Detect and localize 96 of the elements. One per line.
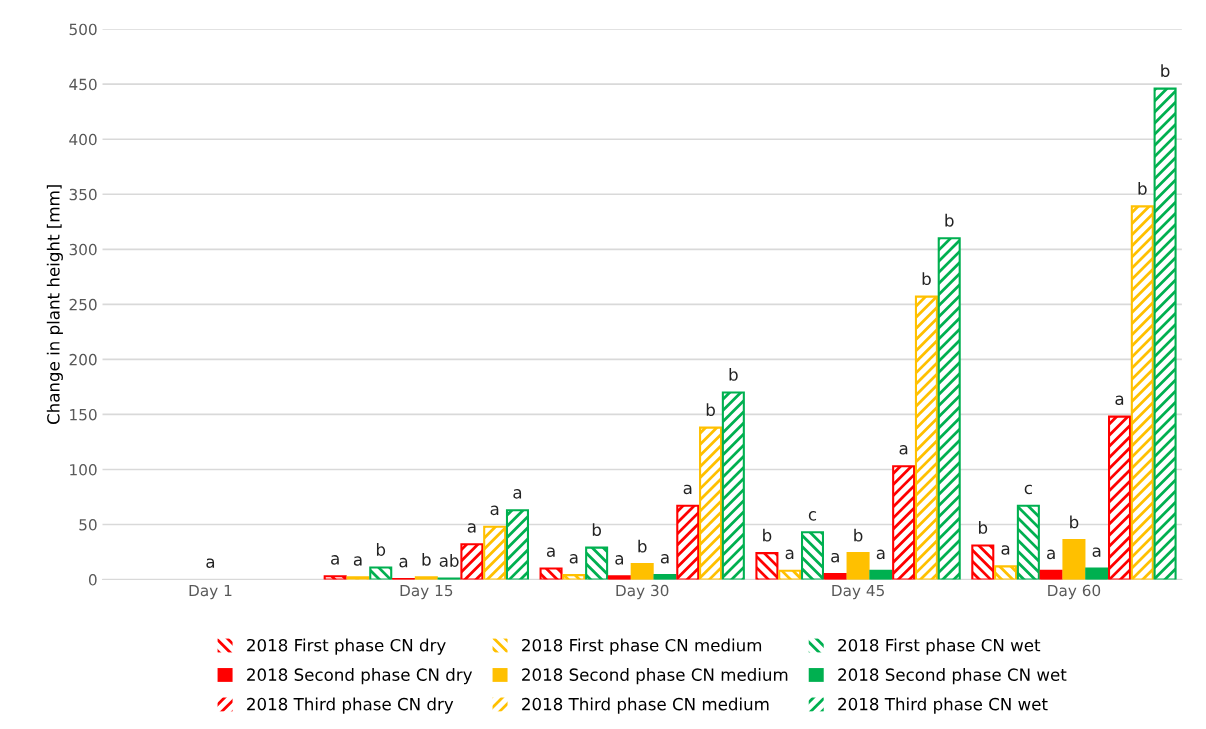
data-label: a <box>785 549 794 560</box>
data-label: a <box>831 552 839 563</box>
bar <box>892 465 916 580</box>
y-tick-label: 450 <box>69 78 97 91</box>
data-label: a <box>353 556 362 566</box>
bar <box>483 525 507 580</box>
data-label: b <box>638 539 647 553</box>
y-tick-label: 0 <box>88 574 97 586</box>
y-tick-label: 350 <box>69 188 97 201</box>
y-axis-title: Change in plant height [mm] <box>46 185 63 425</box>
x-tick-label: Day 1 <box>189 584 232 600</box>
y-tick-label: 200 <box>69 353 97 366</box>
y-tick-label: 500 <box>69 23 97 36</box>
x-tick-label: Day 30 <box>616 584 669 600</box>
bar <box>971 544 995 580</box>
data-label: a <box>513 489 522 499</box>
data-label: ab <box>439 553 459 567</box>
bar <box>607 575 631 580</box>
data-label: b <box>592 523 601 537</box>
legend-label: 2018 Third phase CN medium <box>522 697 769 714</box>
x-tick-label: Day 45 <box>832 584 884 600</box>
data-label: b <box>376 542 386 556</box>
data-label: b <box>922 272 931 286</box>
data-label: b <box>729 367 738 381</box>
data-label: b <box>945 213 954 227</box>
data-label: b <box>706 403 715 417</box>
bar <box>937 237 961 580</box>
bar <box>539 567 563 580</box>
y-tick-label: 150 <box>70 408 97 421</box>
data-label: b <box>763 528 772 542</box>
bar <box>630 563 654 580</box>
bar <box>914 295 938 580</box>
bar <box>1130 205 1154 580</box>
data-label: a <box>467 523 476 533</box>
bar <box>505 509 529 580</box>
bar <box>1062 538 1086 580</box>
bar <box>585 546 609 580</box>
data-label: b <box>1138 181 1147 195</box>
bar <box>869 569 893 580</box>
data-label: c <box>808 511 817 521</box>
bar <box>778 569 802 580</box>
legend-label: 2018 First phase CN wet <box>838 638 1041 655</box>
data-label: a <box>490 505 499 516</box>
data-label: a <box>683 484 692 495</box>
bar <box>846 552 870 580</box>
bar <box>823 573 847 580</box>
legend-label: 2018 First phase CN dry <box>247 638 446 655</box>
data-label: a <box>876 549 885 560</box>
bar <box>699 426 723 580</box>
y-tick-label: 400 <box>69 133 97 146</box>
bar <box>653 574 677 580</box>
x-tick-label: Day 15 <box>400 584 453 600</box>
legend-label: 2018 Third phase CN wet <box>838 697 1048 714</box>
y-tick-label: 300 <box>69 243 97 256</box>
legend-label: 2018 Third phase CN dry <box>247 697 454 714</box>
data-label: c <box>1024 484 1032 495</box>
data-label: a <box>206 558 215 568</box>
bar <box>460 543 484 580</box>
bar <box>562 574 586 580</box>
data-label: a <box>399 557 408 568</box>
bar <box>755 552 779 580</box>
bar <box>1016 504 1040 580</box>
data-label: b <box>979 520 988 534</box>
legend-label: 2018 First phase CN medium <box>522 638 762 655</box>
data-label: a <box>1115 395 1124 406</box>
data-label: a <box>615 555 623 565</box>
data-label: b <box>1070 515 1079 529</box>
y-tick-label: 50 <box>79 518 97 531</box>
data-label: a <box>660 554 669 564</box>
legend-label: 2018 Second phase CN wet <box>838 668 1067 685</box>
data-label: b <box>854 528 863 542</box>
data-label: b <box>422 552 431 566</box>
bar <box>1085 567 1109 580</box>
data-label: a <box>569 554 578 564</box>
y-tick-label: 250 <box>69 298 97 311</box>
bar <box>414 576 438 580</box>
data-label: a <box>1047 549 1055 560</box>
y-tick-label: 100 <box>70 463 97 476</box>
legend-label: 2018 Second phase CN dry <box>247 668 473 685</box>
data-label: a <box>899 445 908 455</box>
legend-label: 2018 Second phase CN medium <box>522 668 788 685</box>
data-label: a <box>331 555 339 565</box>
bar <box>800 531 825 580</box>
bar <box>721 391 745 580</box>
bar <box>676 504 700 580</box>
data-label: a <box>1001 545 1010 555</box>
bar <box>346 576 370 580</box>
data-label: a <box>1092 547 1101 557</box>
x-tick-label: Day 60 <box>1048 584 1101 600</box>
data-label: b <box>1161 64 1170 78</box>
bar <box>369 566 393 580</box>
data-label: a <box>546 547 555 557</box>
bar <box>994 565 1018 580</box>
bar <box>1153 87 1177 580</box>
bar <box>323 575 347 580</box>
bar <box>1107 415 1132 580</box>
